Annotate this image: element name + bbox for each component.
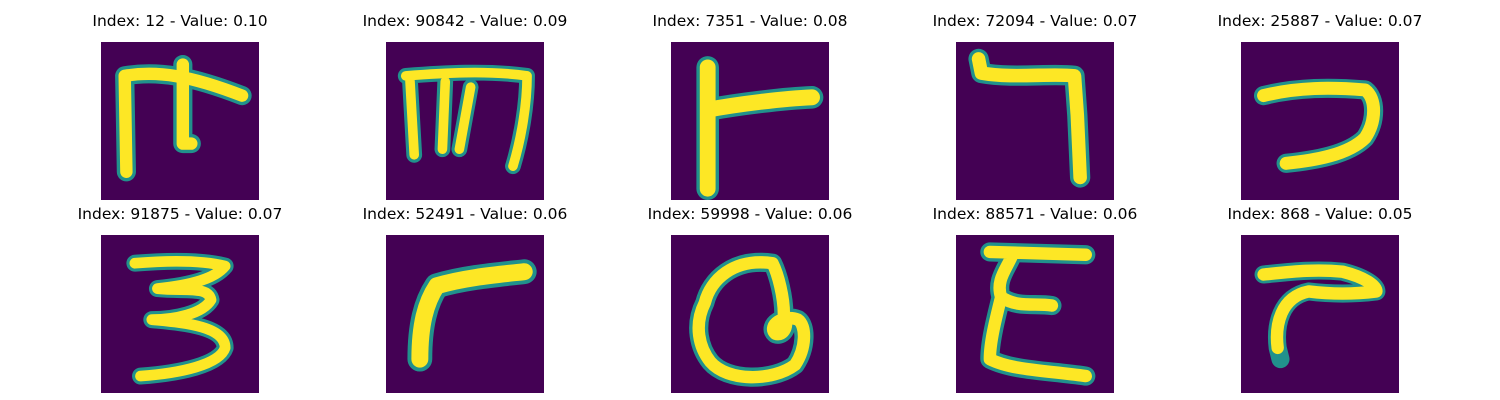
character-image bbox=[956, 42, 1114, 200]
tile-title: Index: 59998 - Value: 0.06 bbox=[647, 205, 853, 223]
tile-5: Index: 25887 - Value: 0.07 bbox=[1210, 8, 1430, 200]
tile-3: Index: 7351 - Value: 0.08 bbox=[640, 8, 860, 200]
tile-title: Index: 868 - Value: 0.05 bbox=[1227, 205, 1413, 223]
tile-title: Index: 91875 - Value: 0.07 bbox=[77, 205, 283, 223]
character-image bbox=[1241, 235, 1399, 393]
character-image bbox=[386, 42, 544, 200]
tile-6: Index: 91875 - Value: 0.07 bbox=[70, 201, 290, 393]
tile-title: Index: 90842 - Value: 0.09 bbox=[362, 12, 568, 30]
tile-title: Index: 7351 - Value: 0.08 bbox=[652, 12, 848, 30]
tile-1: Index: 12 - Value: 0.10 bbox=[70, 8, 290, 200]
character-image bbox=[671, 235, 829, 393]
tile-title: Index: 72094 - Value: 0.07 bbox=[932, 12, 1138, 30]
character-image bbox=[101, 42, 259, 200]
tile-title: Index: 25887 - Value: 0.07 bbox=[1217, 12, 1423, 30]
tile-title: Index: 52491 - Value: 0.06 bbox=[362, 205, 568, 223]
tile-2: Index: 90842 - Value: 0.09 bbox=[355, 8, 575, 200]
character-image bbox=[386, 235, 544, 393]
tile-9: Index: 88571 - Value: 0.06 bbox=[925, 201, 1145, 393]
character-image bbox=[1241, 42, 1399, 200]
tile-10: Index: 868 - Value: 0.05 bbox=[1210, 201, 1430, 393]
tile-title: Index: 88571 - Value: 0.06 bbox=[932, 205, 1138, 223]
character-image bbox=[956, 235, 1114, 393]
tile-4: Index: 72094 - Value: 0.07 bbox=[925, 8, 1145, 200]
character-image bbox=[101, 235, 259, 393]
tile-8: Index: 59998 - Value: 0.06 bbox=[640, 201, 860, 393]
tile-title: Index: 12 - Value: 0.10 bbox=[92, 12, 268, 30]
tile-7: Index: 52491 - Value: 0.06 bbox=[355, 201, 575, 393]
character-image bbox=[671, 42, 829, 200]
